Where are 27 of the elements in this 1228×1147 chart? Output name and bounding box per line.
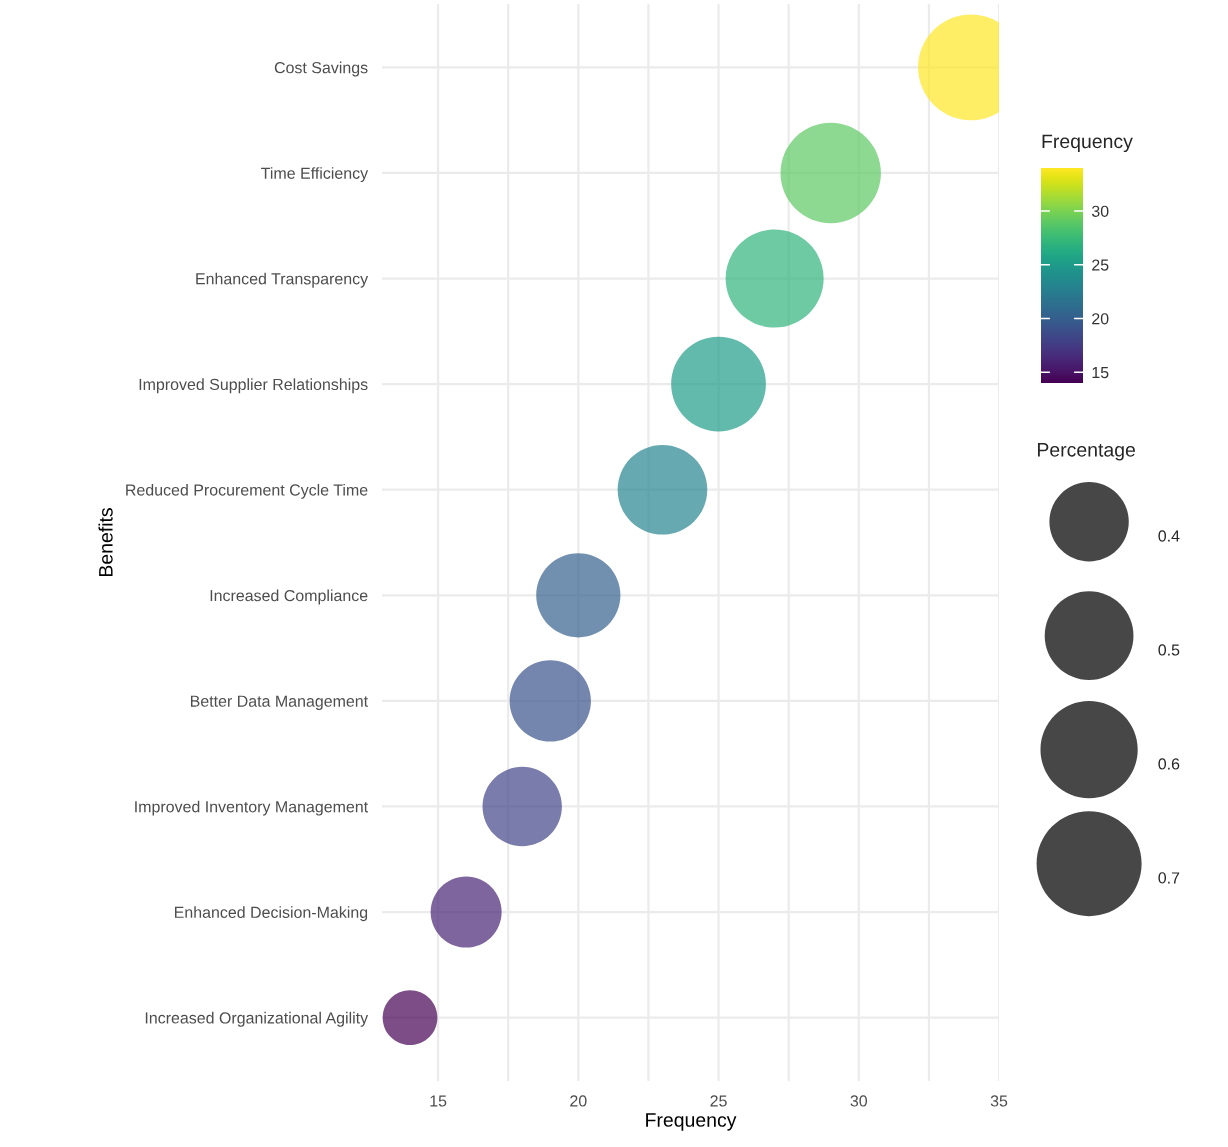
legend-label: 0.4: [1158, 530, 1180, 542]
color-bar-label: 25: [1092, 259, 1109, 271]
legend-label: 0.5: [1158, 644, 1180, 656]
y-tick-label: Reduced Procurement Cycle Time: [126, 483, 368, 499]
color-bar-label: 30: [1091, 205, 1109, 217]
legend-label: 0.7: [1158, 872, 1180, 884]
x-tick-label: 30: [850, 1095, 868, 1107]
legend-title: Percentage: [1037, 443, 1135, 461]
legend-label: 0.6: [1158, 758, 1180, 770]
y-axis-title: Benefits: [98, 508, 113, 577]
y-tick-label: Enhanced Decision-Making: [175, 906, 368, 922]
color-bar-label: 15: [1092, 367, 1109, 379]
x-tick-label: 20: [570, 1095, 587, 1107]
y-tick-label: Cost Savings: [274, 61, 368, 77]
y-tick-label: Enhanced Transparency: [196, 272, 369, 288]
x-axis-title: Frequency: [646, 1113, 737, 1131]
x-tick-label: 35: [990, 1095, 1008, 1107]
x-tick-label: 15: [430, 1095, 447, 1107]
color-bar-title: Frequency: [1042, 134, 1133, 153]
y-tick-label: Improved Inventory Management: [135, 800, 369, 816]
y-tick-label: Better Data Management: [190, 695, 369, 710]
y-tick-label: Increased Compliance: [210, 589, 368, 605]
x-tick-label: 25: [710, 1095, 727, 1107]
y-tick-label: Improved Supplier Relationships: [139, 378, 368, 394]
y-tick-label: Increased Organizational Agility: [145, 1011, 369, 1027]
color-bar-label: 20: [1092, 313, 1109, 325]
y-tick-label: Time Efficiency: [261, 167, 369, 183]
